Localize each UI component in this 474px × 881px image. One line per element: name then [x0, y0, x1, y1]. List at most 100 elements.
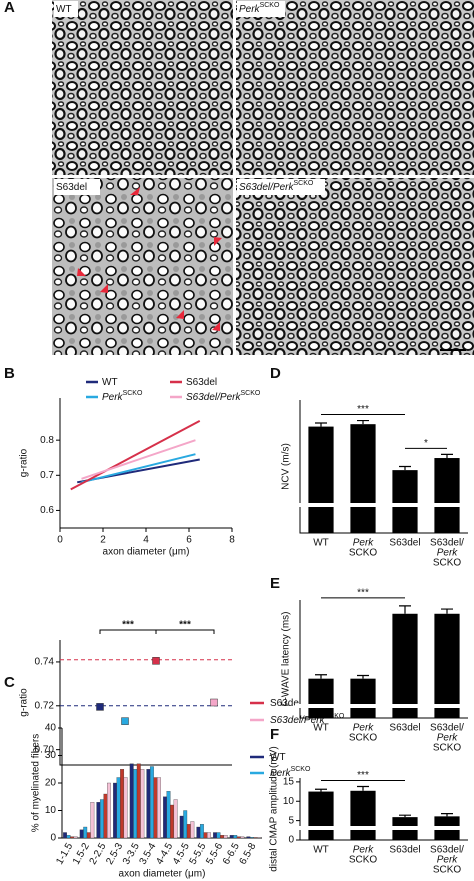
x-tick-label: S63del/	[430, 723, 464, 734]
y-tick-label: 20	[45, 778, 57, 789]
x-tick-label: SCKO	[433, 558, 462, 569]
dot	[96, 703, 104, 711]
y-tick-label: 5	[288, 815, 294, 826]
label-bg	[237, 1, 285, 17]
y-tick-label: 0.7	[40, 470, 54, 481]
significance: ***	[357, 588, 369, 599]
bar	[99, 799, 104, 839]
bar	[157, 777, 161, 839]
x-tick-label: 6.5-8	[238, 841, 259, 867]
bar	[199, 824, 204, 839]
significance: ***	[357, 404, 369, 415]
panel-label: F	[270, 726, 279, 743]
bar	[120, 769, 125, 839]
name: WT	[102, 377, 118, 388]
y-tick-label: 0.72	[35, 700, 55, 711]
name-sup: SCKO	[291, 766, 311, 773]
name-sup: SCKO	[240, 390, 260, 397]
panel-label: D	[270, 365, 281, 382]
name: Perk	[270, 768, 292, 779]
bar	[223, 835, 228, 839]
bar	[107, 782, 111, 839]
x-tick-label: 4	[143, 535, 149, 546]
label-bg	[54, 1, 78, 17]
y-tick-label: 0.74	[35, 657, 55, 668]
name: S63del	[56, 182, 87, 193]
bar	[249, 837, 254, 839]
bar	[308, 791, 334, 840]
arrows	[77, 187, 222, 331]
bar	[136, 763, 141, 839]
x-tick-label: S63del/	[430, 845, 464, 856]
name: S63del	[270, 698, 301, 709]
error-bar	[315, 788, 327, 792]
x-tick-label: 8	[229, 535, 235, 546]
arrow	[176, 310, 184, 319]
error-bar	[357, 419, 369, 425]
label: S63del/PerkSCKO	[270, 713, 345, 725]
bar	[350, 678, 376, 718]
bar	[213, 832, 217, 839]
label: WT	[270, 752, 286, 763]
name: Perk	[239, 4, 261, 15]
name-sup: SCKO	[260, 2, 280, 9]
y-tick-label: 30	[45, 750, 57, 761]
name: S63del/Perk	[186, 392, 241, 403]
x-tick-label: WT	[313, 845, 329, 856]
x-tick-label: SCKO	[349, 548, 378, 559]
significance-bracket	[155, 629, 215, 634]
axes	[59, 398, 232, 529]
bar	[220, 835, 225, 839]
x-tick-label: S63del	[389, 723, 420, 734]
name-sup: SCKO	[123, 390, 143, 397]
bar	[392, 613, 418, 718]
label: S63del	[56, 182, 87, 193]
x-tick-label: 6	[186, 535, 192, 546]
x-tick-label: SCKO	[433, 743, 462, 754]
dot	[210, 698, 218, 707]
y-tick-label: 0.70	[35, 744, 55, 755]
arrow	[130, 187, 140, 195]
y-axis-label: % of myelinated fibers	[31, 734, 42, 832]
error-bar	[399, 605, 411, 614]
x-axis-label: axon diameter (μm)	[119, 869, 206, 880]
fit-line	[70, 419, 201, 491]
axis-break	[302, 826, 470, 830]
axis-break	[302, 704, 470, 708]
error-bar	[357, 785, 369, 791]
bar	[186, 824, 191, 839]
fit-line	[81, 439, 196, 480]
error-bar	[441, 608, 453, 614]
x-tick-label: Perk	[437, 548, 459, 559]
y-tick-label: 40	[45, 723, 57, 734]
bar	[116, 777, 121, 839]
label-bg	[54, 179, 100, 195]
x-tick-label: Perk	[437, 855, 459, 866]
panel-label: B	[4, 365, 15, 382]
bar	[236, 836, 241, 839]
bar	[170, 804, 175, 839]
name-sup: SCKO	[324, 713, 344, 720]
bar	[140, 769, 145, 839]
label: S63del/PerkSCKO	[239, 180, 314, 192]
label: PerkSCKO	[270, 766, 311, 778]
bar	[129, 763, 134, 839]
bar	[79, 829, 84, 839]
name: S63del/Perk	[270, 715, 325, 726]
bar	[203, 832, 208, 839]
name: S63del	[186, 377, 217, 388]
significance: ***	[122, 620, 134, 631]
arrow	[100, 284, 108, 293]
x-tick-label: Perk	[353, 538, 375, 549]
y-axis-label: g-ratio	[19, 688, 30, 717]
bar	[190, 821, 195, 839]
x-tick-label: S63del	[389, 538, 420, 549]
label: WT	[56, 4, 72, 15]
y-tick-label: 0	[288, 835, 294, 846]
x-tick-label: WT	[313, 723, 329, 734]
bar	[146, 769, 151, 839]
error-bar	[441, 813, 453, 817]
bar	[133, 769, 138, 839]
bar	[240, 836, 245, 839]
bar	[166, 791, 171, 839]
